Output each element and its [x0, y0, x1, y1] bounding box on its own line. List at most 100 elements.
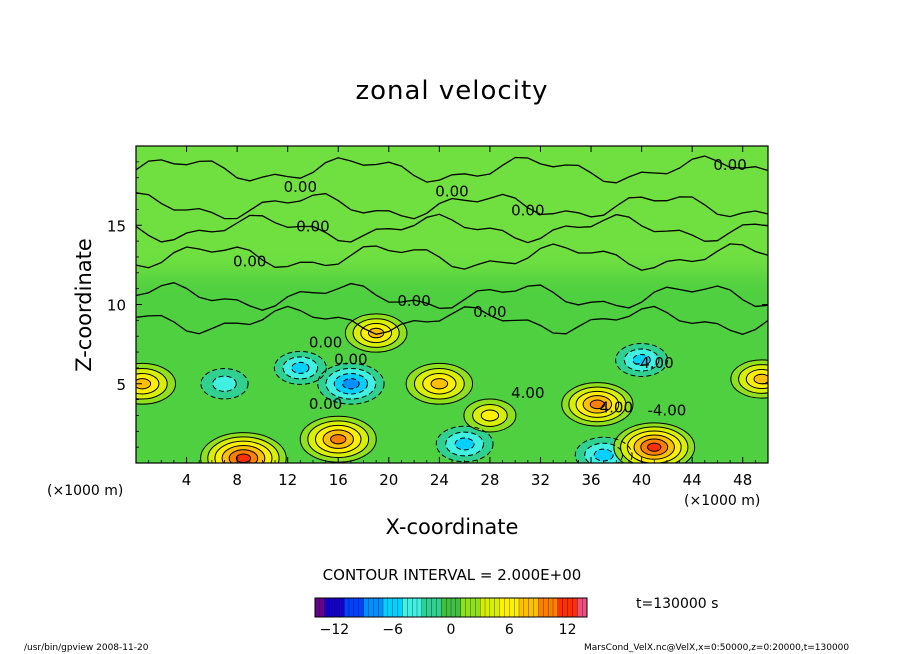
- zero-contour-0: [136, 155, 768, 184]
- contour-labels: 0.00 0.000.000.000.000.000.000.000.000.00…: [233, 156, 747, 420]
- colorbar-cell-45: [533, 597, 539, 618]
- contour-label-4: 0.00: [511, 202, 544, 220]
- contour-line-14-0: [463, 398, 517, 433]
- x-tick-label-28: 28: [480, 471, 499, 489]
- contour-line-2-1: [212, 375, 237, 392]
- contour-label-9: 0.00: [334, 351, 367, 369]
- field-blob-3-level-2: [632, 354, 651, 366]
- footer-right-text: MarsCond_VelX.nc@VelX,x=0:50000,z=0:2000…: [584, 643, 850, 653]
- colorbar-cell-7: [348, 597, 355, 618]
- colorbar-tick-label-6: 6: [505, 622, 514, 638]
- colorbar-cell-14: [382, 597, 389, 618]
- y-tick-label-10: 10: [107, 297, 126, 315]
- colorbar-tick-label--12: −12: [320, 622, 350, 638]
- contour-line-13-2: [745, 368, 768, 390]
- velocity-field: [136, 146, 768, 463]
- colorbar-cell-5: [339, 597, 345, 618]
- field-blob-2-level-1: [212, 376, 237, 392]
- colorbar-cell-44: [528, 597, 535, 618]
- contour-label-5: 0.00: [233, 252, 266, 270]
- time-label: t=130000 s: [636, 596, 719, 612]
- x-tick-label-36: 36: [581, 471, 600, 489]
- colorbar-cell-24: [431, 597, 437, 618]
- colorbar-cell-22: [421, 597, 428, 618]
- contour-line-14-2: [480, 409, 500, 422]
- contour-line-11-1: [352, 318, 400, 348]
- contour-line-10-1: [620, 426, 689, 463]
- footer-left-text: /usr/bin/gpview 2008-11-20: [24, 643, 149, 653]
- x-unit-label-right: (×1000 m): [684, 493, 761, 509]
- contour-line-9-0: [561, 382, 634, 427]
- colorbar-cell-33: [475, 597, 481, 618]
- colorbar-cell-8: [353, 597, 360, 618]
- colorbar-cell-25: [436, 597, 442, 618]
- y-tick-label-5: 5: [116, 376, 126, 394]
- contour-label-2: 0.00: [713, 156, 746, 174]
- colorbar-cell-16: [392, 597, 399, 618]
- colorbar-cell-23: [426, 597, 433, 618]
- colorbar-cell-15: [387, 597, 394, 618]
- colorbar-cell-49: [552, 597, 559, 618]
- contour-line-10-0: [613, 422, 696, 463]
- colorbar-cell-30: [460, 597, 467, 618]
- contour-line-1-0: [273, 350, 327, 385]
- contour-line-10-2: [626, 430, 682, 463]
- colorbar-cell-2: [324, 597, 331, 618]
- colorbar-cell-39: [504, 597, 510, 618]
- contour-label-1: 0.00: [435, 183, 468, 201]
- colorbar-cell-1: [319, 597, 326, 618]
- contour-line-8-3: [430, 378, 449, 390]
- colorbar-cell-13: [377, 597, 384, 618]
- contour-label-7: 0.00: [473, 303, 506, 321]
- contour-line-9-3: [582, 395, 613, 414]
- contour-line-0-2: [333, 373, 368, 395]
- zero-contour-2: [136, 213, 768, 244]
- colorbar-cell-46: [538, 597, 544, 618]
- colorbar-cell-36: [489, 597, 496, 618]
- field-blob-12-level-3: [136, 378, 151, 389]
- contour-line-11-0: [344, 313, 408, 353]
- colorbar-cell-26: [441, 597, 447, 618]
- contour-line-8-1: [413, 367, 465, 400]
- colorbar-cell-35: [484, 597, 491, 618]
- contour-line-13-3: [753, 373, 768, 385]
- contour-line-7-4: [330, 434, 347, 445]
- x-tick-label-40: 40: [632, 471, 651, 489]
- contour-line-8-0: [405, 362, 474, 405]
- x-tick-label-12: 12: [278, 471, 297, 489]
- chart-title: zonal velocity: [355, 76, 549, 106]
- contour-line-13-1: [738, 364, 768, 394]
- colorbar-cell-38: [499, 597, 505, 618]
- contour-line-1-2: [291, 361, 310, 374]
- x-unit-label-left: (×1000 m): [47, 483, 124, 499]
- zero-contour-1: [136, 192, 768, 220]
- colorbar-cell-9: [358, 597, 365, 618]
- colorbar-frame: [314, 597, 588, 618]
- x-tick-label-4: 4: [182, 471, 192, 489]
- colorbar-cell-6: [343, 597, 350, 618]
- colorbar-cell-50: [557, 597, 564, 618]
- contour-line-6-1: [207, 436, 280, 463]
- contour-line-6-0: [200, 432, 287, 463]
- colorbar-cell-53: [572, 597, 578, 618]
- colorbar-cell-47: [543, 597, 549, 618]
- contour-line-9-1: [568, 386, 627, 423]
- contour-label-13: -4.00: [647, 401, 686, 419]
- contour-line-3-1: [623, 348, 660, 372]
- colorbar-cell-34: [479, 597, 486, 618]
- x-tick-label-24: 24: [430, 471, 449, 489]
- contour-line-6-4: [228, 449, 259, 463]
- contour-label-12: 4.00: [600, 398, 633, 416]
- contour-line-9-2: [575, 390, 620, 418]
- colorbar-cell-51: [562, 597, 569, 618]
- field-blob-9-level-4: [590, 400, 605, 409]
- contour-line-7-3: [322, 429, 354, 449]
- contour-line-7-2: [314, 424, 362, 454]
- contour-line-12-1: [136, 367, 168, 400]
- contour-label-8: 0.00: [309, 333, 342, 351]
- colorbar-cell-54: [577, 597, 583, 618]
- zero-contour-5: [136, 305, 768, 335]
- contour-label-3: 0.00: [296, 218, 329, 236]
